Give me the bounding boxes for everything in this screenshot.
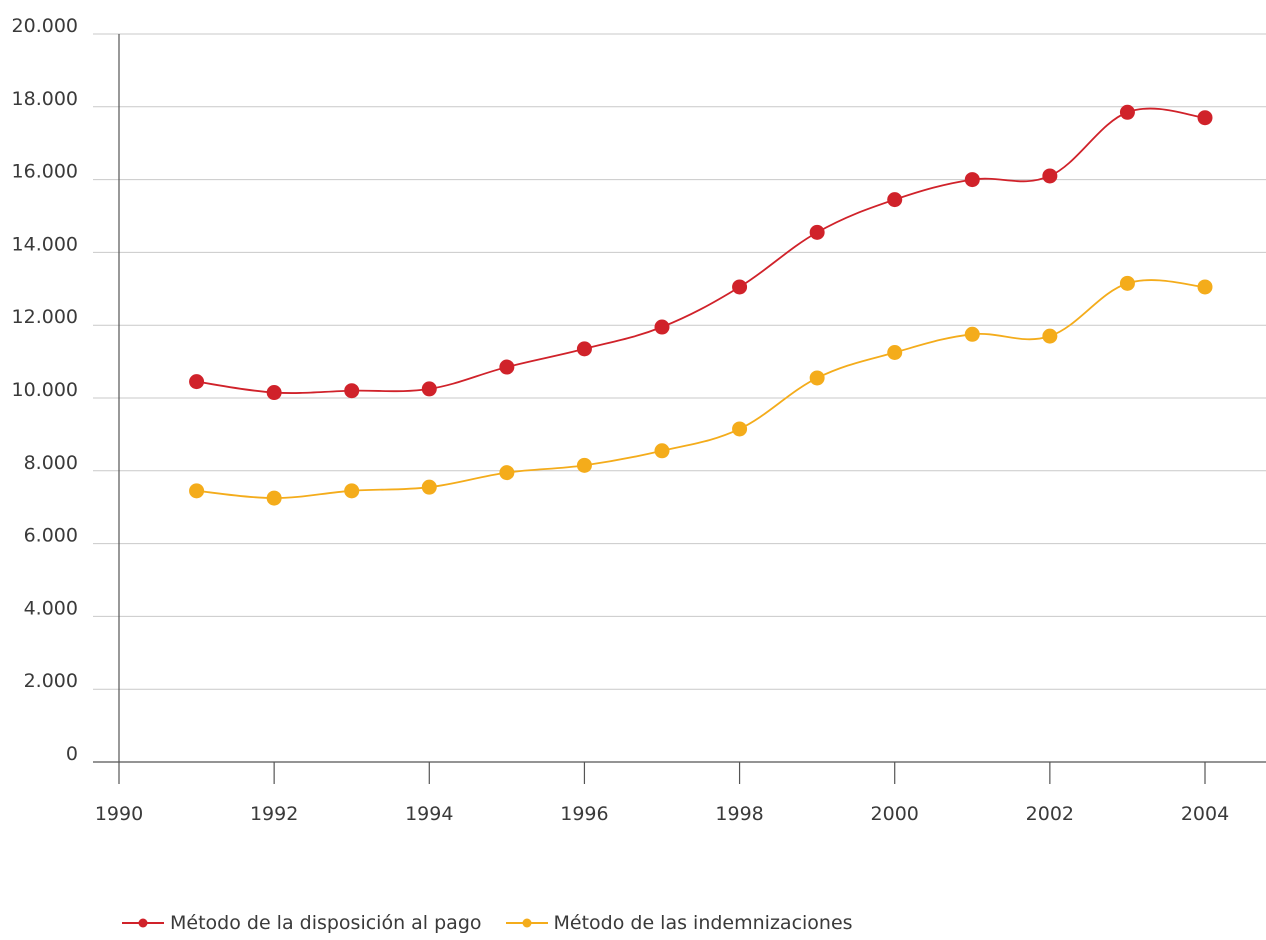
x-tick-label: 2004 bbox=[1181, 803, 1229, 825]
y-tick-label: 16.000 bbox=[12, 161, 78, 183]
y-tick-label: 12.000 bbox=[12, 306, 78, 328]
x-tick-label: 1990 bbox=[95, 803, 143, 825]
data-point bbox=[499, 465, 515, 481]
data-point bbox=[189, 374, 205, 390]
data-point bbox=[499, 359, 515, 375]
x-tick-label: 1994 bbox=[405, 803, 453, 825]
data-point bbox=[654, 319, 670, 335]
x-tick-label: 1992 bbox=[250, 803, 298, 825]
x-axis: 1990 1992 1994 1996 1998 2000 2002 2004 bbox=[93, 761, 1266, 825]
x-tick-label: 2000 bbox=[871, 803, 919, 825]
y-tick-label: 2.000 bbox=[24, 670, 78, 692]
data-point bbox=[344, 483, 360, 499]
x-tick-label: 1998 bbox=[715, 803, 763, 825]
y-tick-label: 0 bbox=[66, 743, 78, 765]
y-tick-label: 6.000 bbox=[24, 525, 78, 547]
data-point bbox=[1042, 328, 1058, 344]
data-point bbox=[809, 224, 825, 240]
data-point bbox=[344, 383, 360, 399]
legend-item-compensation: Método de las indemnizaciones bbox=[504, 912, 853, 934]
data-point bbox=[576, 341, 592, 357]
data-point bbox=[266, 490, 282, 506]
legend: Método de la disposición al pago Método … bbox=[120, 912, 875, 934]
data-point bbox=[732, 421, 748, 437]
data-point bbox=[421, 479, 437, 495]
x-tick-label: 2002 bbox=[1026, 803, 1074, 825]
data-point bbox=[654, 443, 670, 459]
data-point bbox=[887, 192, 903, 208]
y-axis: 0 2.000 4.000 6.000 8.000 10.000 12.000 14.000 1… bbox=[12, 15, 120, 765]
y-tick-label: 4.000 bbox=[24, 597, 78, 619]
data-point bbox=[964, 172, 980, 188]
series-lines bbox=[189, 104, 1213, 506]
y-tick-label: 8.000 bbox=[24, 452, 78, 474]
legend-label: Método de la disposición al pago bbox=[170, 912, 482, 934]
series-line-0 bbox=[196, 107, 1206, 394]
y-tick-label: 10.000 bbox=[12, 379, 78, 401]
data-point bbox=[1119, 104, 1135, 120]
y-tick-label: 14.000 bbox=[12, 233, 78, 255]
data-point bbox=[809, 370, 825, 386]
grid-lines bbox=[93, 33, 1266, 690]
legend-marker-yellow bbox=[505, 918, 548, 928]
data-point bbox=[266, 385, 282, 401]
legend-label: Método de las indemnizaciones bbox=[553, 912, 853, 934]
data-point bbox=[576, 457, 592, 473]
data-point bbox=[1197, 110, 1213, 126]
legend-marker-red bbox=[122, 918, 164, 928]
y-tick-label: 18.000 bbox=[12, 88, 78, 110]
data-point bbox=[964, 326, 980, 342]
data-point bbox=[189, 483, 205, 499]
x-tick-label: 1996 bbox=[560, 803, 608, 825]
data-point bbox=[421, 381, 437, 397]
data-point bbox=[1042, 168, 1058, 184]
data-point bbox=[1197, 279, 1213, 295]
data-point bbox=[1119, 275, 1135, 291]
legend-item-willingness-to-pay: Método de la disposición al pago bbox=[120, 912, 482, 934]
y-tick-label: 20.000 bbox=[12, 15, 78, 37]
data-point bbox=[887, 345, 903, 360]
data-point bbox=[732, 279, 748, 295]
